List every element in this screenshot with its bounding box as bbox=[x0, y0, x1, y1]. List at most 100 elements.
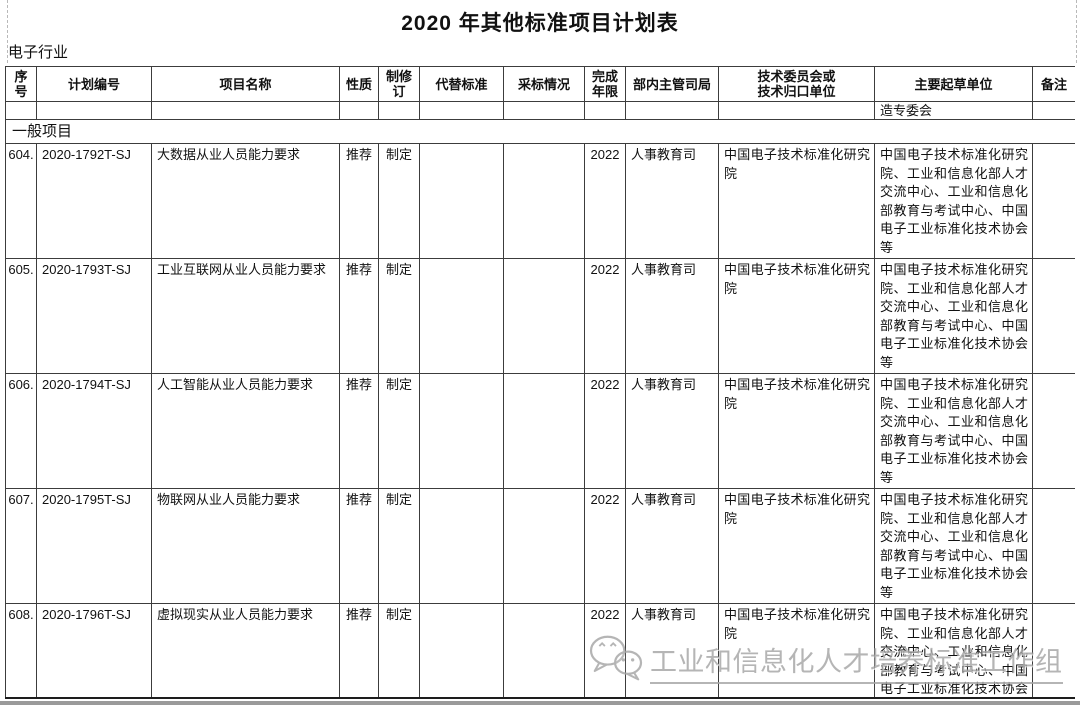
cell-dept bbox=[625, 101, 719, 120]
cell-adoption bbox=[503, 488, 585, 604]
cell-nature bbox=[339, 101, 379, 120]
cell-drafting-units: 中国电子技术标准化研究院、工业和信息化部人才交流中心、工业和信息化部教育与考试中… bbox=[874, 143, 1033, 259]
cell-project-name: 物联网从业人员能力要求 bbox=[151, 488, 340, 604]
cell-revise-type: 制定 bbox=[378, 603, 420, 697]
cell-dept: 人事教育司 bbox=[625, 143, 719, 259]
cell-seq: 608. bbox=[5, 603, 37, 697]
cell-revise-type: 制定 bbox=[378, 488, 420, 604]
cell-revise-type: 制定 bbox=[378, 143, 420, 259]
cell-remark bbox=[1032, 603, 1075, 697]
cell-finish-year: 2022 bbox=[584, 258, 626, 374]
cell-dept: 人事教育司 bbox=[625, 603, 719, 697]
group-band-row: 一般项目 bbox=[5, 119, 1075, 144]
cell-nature: 推荐 bbox=[339, 258, 379, 374]
table-row: 604. 2020-1792T-SJ 大数据从业人员能力要求 推荐 制定 202… bbox=[5, 143, 1075, 259]
col-header-project-name: 项目名称 bbox=[151, 66, 340, 102]
cell-adoption bbox=[503, 373, 585, 489]
cell-replaced-standard bbox=[419, 603, 504, 697]
cell-nature: 推荐 bbox=[339, 488, 379, 604]
col-header-remark: 备注 bbox=[1032, 66, 1075, 102]
cell-replaced-standard bbox=[419, 101, 504, 120]
cell-seq: 606. bbox=[5, 373, 37, 489]
table-row: 607. 2020-1795T-SJ 物联网从业人员能力要求 推荐 制定 202… bbox=[5, 488, 1075, 604]
cell-remark bbox=[1032, 101, 1075, 120]
col-header-adoption: 采标情况 bbox=[503, 66, 585, 102]
cell-drafting-units: 中国电子技术标准化研究院、工业和信息化部人才交流中心、工业和信息化部教育与考试中… bbox=[874, 373, 1033, 489]
cell-committee: 中国电子技术标准化研究院 bbox=[718, 373, 875, 489]
cell-plan-no: 2020-1794T-SJ bbox=[36, 373, 152, 489]
cell-adoption bbox=[503, 143, 585, 259]
page-title: 2020 年其他标准项目计划表 bbox=[401, 12, 679, 35]
col-header-dept: 部内主管司局 bbox=[625, 66, 719, 102]
cell-drafting-units-tail: 造专委会 bbox=[874, 101, 1033, 120]
cell-drafting-units: 中国电子技术标准化研究院、工业和信息化部人才交流中心、工业和信息化部教育与考试中… bbox=[874, 603, 1033, 697]
cell-dept: 人事教育司 bbox=[625, 258, 719, 374]
cell-replaced-standard bbox=[419, 488, 504, 604]
table-row: 606. 2020-1794T-SJ 人工智能从业人员能力要求 推荐 制定 20… bbox=[5, 373, 1075, 489]
cell-plan-no: 2020-1793T-SJ bbox=[36, 258, 152, 374]
table-row: 605. 2020-1793T-SJ 工业互联网从业人员能力要求 推荐 制定 2… bbox=[5, 258, 1075, 374]
cell-replaced-standard bbox=[419, 143, 504, 259]
plan-table-grid: 序 号 计划编号 项目名称 性质 制修 订 代替标准 采标情况 完成 年限 部内… bbox=[5, 66, 1075, 697]
cell-seq: 605. bbox=[5, 258, 37, 374]
cell-finish-year bbox=[584, 101, 626, 120]
group-band-label: 一般项目 bbox=[5, 119, 1075, 144]
cell-adoption bbox=[503, 603, 585, 697]
cell-nature: 推荐 bbox=[339, 373, 379, 489]
cell-remark bbox=[1032, 143, 1075, 259]
cell-remark bbox=[1032, 258, 1075, 374]
cell-revise-type: 制定 bbox=[378, 258, 420, 374]
cell-adoption bbox=[503, 258, 585, 374]
cell-revise-type: 制定 bbox=[378, 373, 420, 489]
cell-committee: 中国电子技术标准化研究院 bbox=[718, 143, 875, 259]
page-bottom-edge bbox=[0, 701, 1080, 705]
cell-plan-no: 2020-1796T-SJ bbox=[36, 603, 152, 697]
cell-revise-type bbox=[378, 101, 420, 120]
cell-finish-year: 2022 bbox=[584, 488, 626, 604]
cell-dept: 人事教育司 bbox=[625, 488, 719, 604]
cell-dept: 人事教育司 bbox=[625, 373, 719, 489]
industry-section-label: 电子行业 bbox=[8, 44, 69, 61]
cell-replaced-standard bbox=[419, 373, 504, 489]
col-header-finish-year: 完成 年限 bbox=[584, 66, 626, 102]
plan-table: 序 号 计划编号 项目名称 性质 制修 订 代替标准 采标情况 完成 年限 部内… bbox=[5, 66, 1075, 699]
col-header-seq: 序 号 bbox=[5, 66, 37, 102]
cell-remark bbox=[1032, 373, 1075, 489]
cell-plan-no bbox=[36, 101, 152, 120]
cell-seq: 604. bbox=[5, 143, 37, 259]
cell-project-name: 工业互联网从业人员能力要求 bbox=[151, 258, 340, 374]
col-header-drafting-units: 主要起草单位 bbox=[874, 66, 1033, 102]
col-header-plan-no: 计划编号 bbox=[36, 66, 152, 102]
cell-committee bbox=[718, 101, 875, 120]
cell-seq bbox=[5, 101, 37, 120]
col-header-nature: 性质 bbox=[339, 66, 379, 102]
header-row: 序 号 计划编号 项目名称 性质 制修 订 代替标准 采标情况 完成 年限 部内… bbox=[5, 66, 1075, 102]
cell-finish-year: 2022 bbox=[584, 373, 626, 489]
cell-committee: 中国电子技术标准化研究院 bbox=[718, 258, 875, 374]
cell-finish-year: 2022 bbox=[584, 143, 626, 259]
left-margin-guide bbox=[7, 0, 8, 63]
continuation-row: 造专委会 bbox=[5, 101, 1075, 120]
cell-plan-no: 2020-1792T-SJ bbox=[36, 143, 152, 259]
cell-drafting-units: 中国电子技术标准化研究院、工业和信息化部人才交流中心、工业和信息化部教育与考试中… bbox=[874, 488, 1033, 604]
cell-adoption bbox=[503, 101, 585, 120]
cell-project-name bbox=[151, 101, 340, 120]
cell-replaced-standard bbox=[419, 258, 504, 374]
cell-finish-year: 2022 bbox=[584, 603, 626, 697]
cell-project-name: 大数据从业人员能力要求 bbox=[151, 143, 340, 259]
col-header-committee: 技术委员会或 技术归口单位 bbox=[718, 66, 875, 102]
cell-committee: 中国电子技术标准化研究院 bbox=[718, 488, 875, 604]
cell-remark bbox=[1032, 488, 1075, 604]
cell-seq: 607. bbox=[5, 488, 37, 604]
right-margin-guide bbox=[1076, 0, 1077, 63]
col-header-revise-type: 制修 订 bbox=[378, 66, 420, 102]
cell-project-name: 虚拟现实从业人员能力要求 bbox=[151, 603, 340, 697]
table-row: 608. 2020-1796T-SJ 虚拟现实从业人员能力要求 推荐 制定 20… bbox=[5, 603, 1075, 697]
cell-project-name: 人工智能从业人员能力要求 bbox=[151, 373, 340, 489]
cell-committee: 中国电子技术标准化研究院 bbox=[718, 603, 875, 697]
col-header-replaced-standard: 代替标准 bbox=[419, 66, 504, 102]
cell-drafting-units: 中国电子技术标准化研究院、工业和信息化部人才交流中心、工业和信息化部教育与考试中… bbox=[874, 258, 1033, 374]
cell-plan-no: 2020-1795T-SJ bbox=[36, 488, 152, 604]
cell-nature: 推荐 bbox=[339, 603, 379, 697]
cell-nature: 推荐 bbox=[339, 143, 379, 259]
